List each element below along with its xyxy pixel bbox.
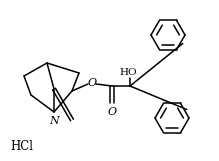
Text: N: N bbox=[49, 116, 59, 126]
Text: HO: HO bbox=[119, 67, 137, 76]
Text: HCl: HCl bbox=[11, 139, 34, 152]
Text: O: O bbox=[87, 78, 97, 88]
Text: O: O bbox=[108, 107, 117, 117]
